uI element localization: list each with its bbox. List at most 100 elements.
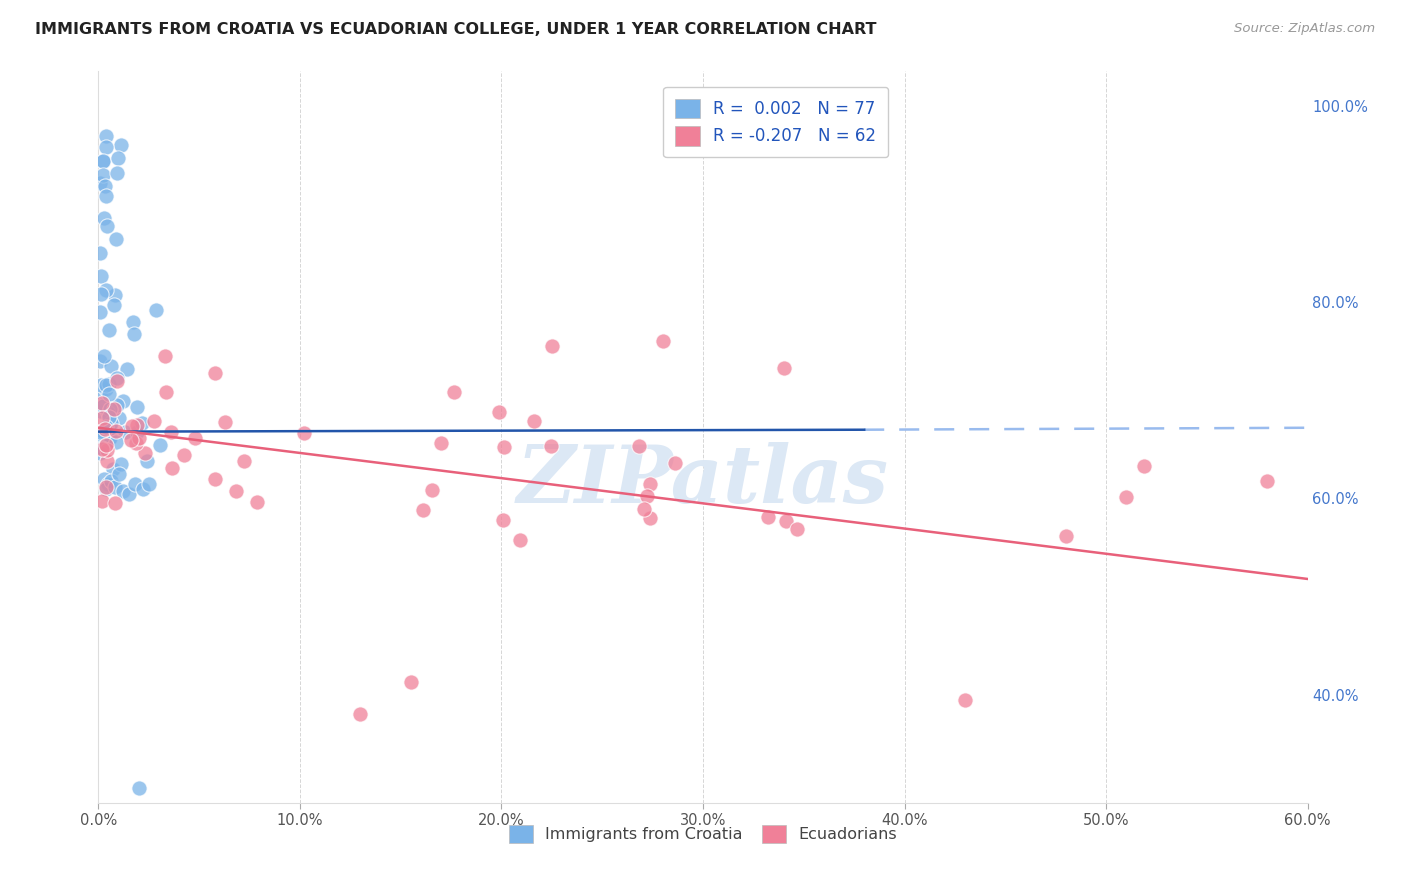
Point xyxy=(89,304,111,318)
Point xyxy=(124,476,146,491)
Point xyxy=(443,385,465,400)
Point xyxy=(638,511,661,525)
Point xyxy=(107,467,129,481)
Point xyxy=(132,482,155,496)
Point xyxy=(246,495,269,509)
Point xyxy=(97,406,120,420)
Point xyxy=(155,384,177,399)
Point xyxy=(120,434,142,448)
Point xyxy=(636,490,658,504)
Point xyxy=(97,387,120,401)
Point xyxy=(160,461,183,475)
Point xyxy=(488,405,510,419)
Point xyxy=(153,349,176,363)
Point xyxy=(91,442,114,456)
Point xyxy=(97,476,120,491)
Text: Source: ZipAtlas.com: Source: ZipAtlas.com xyxy=(1234,22,1375,36)
Point xyxy=(492,513,515,527)
Point xyxy=(93,211,115,225)
Point xyxy=(91,153,114,168)
Point xyxy=(160,425,183,440)
Point xyxy=(633,502,655,516)
Point xyxy=(232,453,254,467)
Point xyxy=(1256,474,1278,488)
Point xyxy=(90,377,112,392)
Point xyxy=(173,448,195,462)
Point xyxy=(94,480,117,494)
Point xyxy=(89,354,111,368)
Point xyxy=(104,496,127,510)
Point xyxy=(664,456,686,470)
Point xyxy=(94,438,117,452)
Point xyxy=(651,334,673,349)
Point xyxy=(775,515,797,529)
Point xyxy=(110,138,132,153)
Point xyxy=(103,480,125,494)
Point xyxy=(128,780,150,795)
Point xyxy=(118,486,141,500)
Point xyxy=(91,411,114,425)
Point xyxy=(94,283,117,297)
Point xyxy=(225,483,247,498)
Point xyxy=(138,476,160,491)
Point xyxy=(89,388,111,402)
Point xyxy=(100,474,122,488)
Point xyxy=(143,414,166,428)
Point xyxy=(94,189,117,203)
Point xyxy=(122,315,145,329)
Point xyxy=(94,178,117,193)
Text: IMMIGRANTS FROM CROATIA VS ECUADORIAN COLLEGE, UNDER 1 YEAR CORRELATION CHART: IMMIGRANTS FROM CROATIA VS ECUADORIAN CO… xyxy=(35,22,877,37)
Point xyxy=(204,472,226,486)
Point xyxy=(93,396,115,410)
Point xyxy=(103,298,125,312)
Point xyxy=(110,458,132,472)
Point xyxy=(349,707,371,722)
Point xyxy=(128,432,150,446)
Point xyxy=(98,323,121,337)
Point xyxy=(104,424,127,438)
Point xyxy=(91,396,114,410)
Point xyxy=(91,399,114,413)
Point xyxy=(145,303,167,318)
Point xyxy=(91,154,114,169)
Point xyxy=(627,439,650,453)
Text: ZIPatlas: ZIPatlas xyxy=(517,442,889,520)
Point xyxy=(105,399,128,413)
Point xyxy=(89,404,111,418)
Point xyxy=(638,477,661,491)
Point xyxy=(91,441,114,455)
Point xyxy=(96,219,118,234)
Point xyxy=(105,374,128,388)
Point xyxy=(131,416,153,430)
Point xyxy=(1133,458,1156,473)
Point xyxy=(97,434,120,449)
Legend: Immigrants from Croatia, Ecuadorians: Immigrants from Croatia, Ecuadorians xyxy=(502,819,904,850)
Point xyxy=(430,436,453,450)
Point xyxy=(1115,491,1137,505)
Point xyxy=(96,443,118,458)
Point xyxy=(89,446,111,460)
Point xyxy=(90,287,112,301)
Point xyxy=(134,446,156,460)
Point xyxy=(204,366,226,380)
Point xyxy=(89,176,111,190)
Point xyxy=(98,421,121,435)
Point xyxy=(105,166,128,180)
Point xyxy=(214,415,236,429)
Point xyxy=(98,376,121,391)
Point xyxy=(93,429,115,443)
Point xyxy=(100,422,122,436)
Point xyxy=(108,411,131,425)
Point xyxy=(104,288,127,302)
Point xyxy=(184,431,207,445)
Point xyxy=(98,401,121,416)
Point xyxy=(412,502,434,516)
Point xyxy=(114,425,136,440)
Point xyxy=(107,152,129,166)
Point xyxy=(953,692,976,706)
Point xyxy=(509,533,531,548)
Point xyxy=(100,416,122,430)
Point xyxy=(94,378,117,392)
Point xyxy=(135,454,157,468)
Point xyxy=(292,425,315,440)
